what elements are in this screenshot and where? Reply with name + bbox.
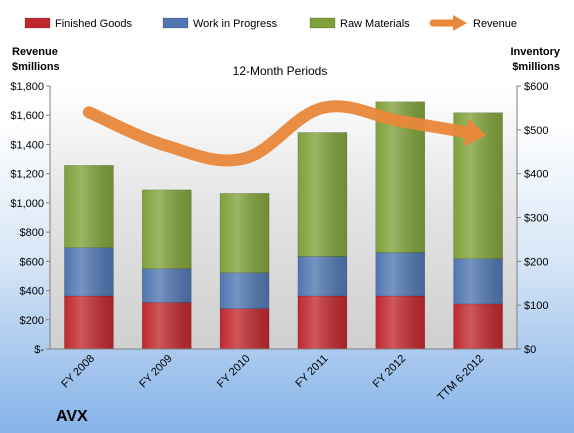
bar-shine-work-in-progress-fy-2009 [142, 268, 192, 303]
bar-shine-finished-goods-fy-2011 [297, 295, 347, 349]
company-name: AVX [56, 408, 88, 425]
right-axis-title-line-2: $millions [512, 61, 560, 73]
x-tick-label-ttm-6-2012: TTM 6-2012 [435, 353, 486, 404]
revenue-line-layer [82, 100, 486, 167]
left-tick-label: $1,400 [10, 139, 44, 151]
right-tick-label: $300 [524, 213, 548, 225]
bar-shine-raw-materials-fy-2008 [64, 165, 114, 248]
right-tick-label: $0 [524, 344, 536, 356]
left-tick-label: $200 [20, 315, 44, 327]
bar-shine-work-in-progress-fy-2008 [64, 247, 114, 296]
bar-shine-finished-goods-ttm-6-2012 [453, 303, 503, 349]
left-tick-label: $1,600 [10, 110, 44, 122]
bar-shine-finished-goods-fy-2009 [142, 302, 192, 349]
x-tick-label-fy-2009: FY 2009 [137, 353, 175, 391]
legend-swatch-raw-materials [309, 17, 336, 29]
right-tick-label: $200 [524, 256, 548, 268]
right-tick-label: $500 [524, 125, 548, 137]
legend-label-finished-goods: Finished Goods [55, 18, 133, 30]
right-tick-label: $400 [524, 169, 548, 181]
bar-shine-finished-goods-fy-2008 [64, 295, 114, 349]
x-tick-label-fy-2010: FY 2010 [215, 353, 253, 391]
left-tick-label: $1,000 [10, 198, 44, 210]
bar-shine-work-in-progress-fy-2010 [220, 272, 270, 309]
bar-shine-finished-goods-fy-2010 [220, 308, 270, 349]
left-axis-title-line-2: $millions [12, 61, 60, 73]
bar-shine-work-in-progress-ttm-6-2012 [453, 258, 503, 304]
bars-layer [64, 101, 503, 350]
bar-shine-work-in-progress-fy-2012 [375, 252, 425, 296]
left-tick-label: $- [34, 344, 44, 356]
legend-label-work-in-progress: Work in Progress [193, 18, 278, 30]
bar-shine-finished-goods-fy-2012 [375, 295, 425, 349]
x-tick-label-fy-2008: FY 2008 [59, 353, 97, 391]
legend-arrow-revenue [453, 15, 467, 31]
left-tick-label: $1,800 [10, 81, 44, 93]
right-tick-label: $100 [524, 300, 548, 312]
left-tick-label: $400 [20, 286, 44, 298]
legend: Finished Goods Work in Progress Raw Materi… [24, 15, 517, 31]
left-tick-label: $800 [20, 227, 44, 239]
left-tick-label: $1,200 [10, 169, 44, 181]
right-axis-title-line-1: Inventory [510, 46, 560, 58]
revenue-arrowhead [463, 118, 486, 147]
legend-swatch-work-in-progress [162, 17, 189, 29]
left-axis-title-line-1: Revenue [12, 46, 58, 58]
chart-title: 12-Month Periods [233, 64, 328, 78]
bar-shine-raw-materials-fy-2011 [297, 132, 347, 257]
right-tick-label: $600 [524, 81, 548, 93]
bar-shine-work-in-progress-fy-2011 [297, 256, 347, 296]
bar-shine-raw-materials-fy-2009 [142, 189, 192, 269]
x-tick-label-fy-2012: FY 2012 [371, 353, 409, 391]
left-tick-label: $600 [20, 256, 44, 268]
legend-swatch-finished-goods [24, 17, 51, 29]
bar-shine-raw-materials-fy-2010 [220, 193, 270, 273]
revenue-line [82, 100, 475, 167]
legend-label-revenue: Revenue [473, 18, 517, 30]
x-tick-label-fy-2011: FY 2011 [293, 353, 330, 390]
legend-label-raw-materials: Raw Materials [340, 18, 410, 30]
